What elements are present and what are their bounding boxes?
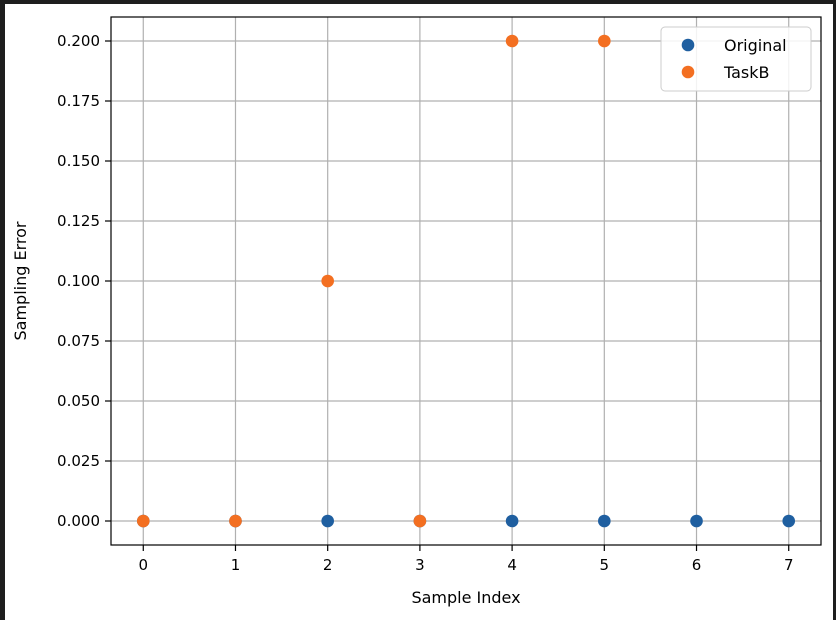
- axis-ticks: 0 1 2 3 4 5 6 7 0.000 0.025 0.050 0.075 0.100 0.125 0.…: [57, 32, 793, 574]
- y-tick-label: 0.025: [57, 452, 100, 470]
- point-taskb: [413, 514, 427, 528]
- y-tick-label: 0.050: [57, 392, 100, 410]
- legend: Original TaskB: [660, 26, 812, 92]
- y-tick-label: 0.000: [57, 512, 100, 530]
- legend-marker-original: [681, 38, 695, 52]
- x-tick-label: 4: [507, 556, 517, 574]
- y-tick-label: 0.150: [57, 152, 100, 170]
- legend-box: [660, 26, 812, 92]
- y-tick-label: 0.200: [57, 32, 100, 50]
- point-original: [321, 514, 334, 528]
- legend-label-original: Original: [724, 36, 787, 55]
- point-taskb: [136, 514, 150, 528]
- x-tick-label: 5: [600, 556, 610, 574]
- data-points: [136, 34, 796, 528]
- point-original: [782, 514, 796, 528]
- point-taskb: [505, 34, 519, 48]
- x-tick-label: 3: [415, 556, 425, 574]
- legend-marker-taskb: [681, 65, 695, 79]
- point-taskb: [321, 274, 334, 288]
- point-taskb: [229, 514, 242, 528]
- y-tick-label: 0.175: [57, 92, 100, 110]
- point-taskb: [598, 34, 611, 48]
- x-tick-label: 2: [323, 556, 333, 574]
- y-axis-label: Sampling Error: [11, 221, 30, 340]
- x-tick-label: 6: [692, 556, 702, 574]
- x-tick-label: 1: [231, 556, 241, 574]
- x-tick-label: 7: [784, 556, 794, 574]
- point-original: [598, 514, 611, 528]
- y-tick-label: 0.100: [57, 272, 100, 290]
- point-original: [505, 514, 519, 528]
- x-axis-label: Sample Index: [411, 588, 520, 607]
- point-original: [690, 514, 703, 528]
- y-tick-label: 0.125: [57, 212, 100, 230]
- grid-lines: [111, 17, 821, 545]
- x-tick-label: 0: [138, 556, 148, 574]
- y-tick-label: 0.075: [57, 332, 100, 350]
- legend-label-taskb: TaskB: [723, 63, 770, 82]
